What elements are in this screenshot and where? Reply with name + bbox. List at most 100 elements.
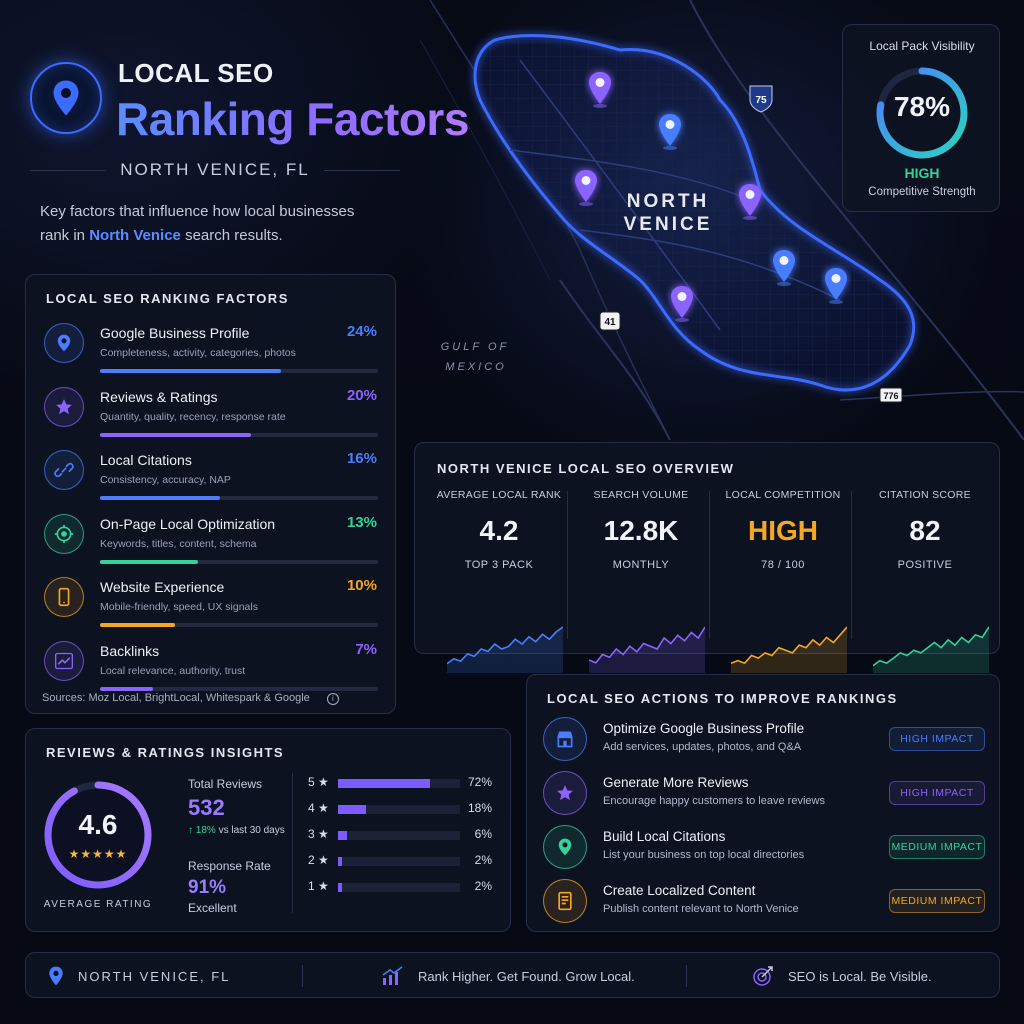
total-reviews-change: ↑ 18% vs last 30 days bbox=[188, 825, 285, 836]
visibility-gauge bbox=[876, 67, 968, 159]
factor-percent: 24% bbox=[346, 323, 377, 340]
metric-sub: MONTHLY bbox=[612, 559, 670, 571]
seo-actions-panel: LOCAL SEO ACTIONS TO IMPROVE RANKINGS Op… bbox=[526, 674, 1000, 932]
distribution-bar-track bbox=[338, 857, 460, 866]
action-desc: List your business on top local director… bbox=[603, 849, 805, 861]
phone-icon bbox=[58, 587, 70, 607]
factor-percent: 20% bbox=[346, 386, 377, 404]
factor-row: Reviews & Ratings Quantity, quality, rece… bbox=[26, 385, 397, 449]
sparkline-line bbox=[447, 626, 563, 665]
distribution-percent: 2% bbox=[474, 853, 492, 867]
map-label-north: NORTH bbox=[627, 191, 710, 212]
total-reviews-label: Total Reviews bbox=[188, 777, 263, 791]
action-desc: Add services, updates, photos, and Q&A bbox=[603, 741, 802, 753]
action-item[interactable]: Generate More Reviews Encourage happy cus… bbox=[527, 771, 1001, 817]
sparkline-line bbox=[873, 626, 989, 667]
map-pin-icon[interactable] bbox=[671, 286, 693, 322]
sparkline-area bbox=[589, 627, 705, 673]
map-pin-icon bbox=[53, 80, 79, 116]
overview-metric: AVERAGE LOCAL RANK 4.2 TOP 3 PACK bbox=[427, 489, 571, 673]
action-desc: Encourage happy customers to leave revie… bbox=[603, 795, 825, 807]
info-icon[interactable]: i bbox=[326, 693, 339, 705]
action-item[interactable]: Create Localized Content Publish content … bbox=[527, 879, 1001, 925]
overview-metric: LOCAL COMPETITION HIGH 78 / 100 bbox=[711, 489, 855, 673]
map-pin-icon[interactable] bbox=[825, 268, 847, 304]
map-pin-icon bbox=[558, 838, 572, 856]
document-icon bbox=[558, 891, 572, 911]
visibility-percent: 78% bbox=[893, 91, 951, 122]
divider-left bbox=[30, 169, 107, 171]
factor-icon-badge bbox=[44, 513, 84, 554]
reviews-divider bbox=[292, 773, 293, 913]
factor-bar-track bbox=[100, 559, 378, 564]
impact-badge: MEDIUM IMPACT bbox=[889, 889, 985, 913]
rating-distribution-row: 4 ★ 18% bbox=[308, 801, 504, 819]
sources-text: Sources: Moz Local, BrightLocal, Whitesp… bbox=[42, 692, 310, 704]
metric-label: LOCAL COMPETITION bbox=[725, 489, 841, 501]
action-icon-badge bbox=[543, 825, 587, 869]
action-item[interactable]: Optimize Google Business Profile Add serv… bbox=[527, 717, 1001, 763]
factor-icon-badge bbox=[44, 386, 84, 427]
metric-label: AVERAGE LOCAL RANK bbox=[436, 489, 562, 501]
footer-divider-2 bbox=[686, 965, 687, 987]
factor-name: Local Citations bbox=[100, 452, 192, 468]
map-pin-icon[interactable] bbox=[739, 184, 761, 220]
map-pin-icon[interactable] bbox=[575, 170, 597, 206]
factor-bar-track bbox=[100, 432, 378, 437]
distribution-bar-track bbox=[338, 805, 460, 814]
overview-metric: CITATION SCORE 82 POSITIVE bbox=[853, 489, 997, 673]
factor-row: Local Citations Consistency, accuracy, NA… bbox=[26, 448, 397, 512]
intro-after: search results. bbox=[180, 227, 283, 244]
impact-badge: HIGH IMPACT bbox=[889, 727, 985, 751]
rating-ring-svg bbox=[44, 781, 152, 889]
response-rate-note: Excellent bbox=[188, 901, 237, 915]
footer-location: NORTH VENICE, FL bbox=[48, 953, 230, 999]
distribution-bar-track bbox=[338, 883, 460, 892]
ranking-factors-panel: LOCAL SEO RANKING FACTORS Google Busines… bbox=[25, 274, 396, 714]
action-desc: Publish content relevant to North Venice bbox=[603, 903, 799, 915]
map-pin-icon[interactable] bbox=[659, 114, 681, 150]
metric-value: HIGH bbox=[748, 515, 818, 546]
impact-badge: MEDIUM IMPACT bbox=[889, 835, 985, 859]
overview-divider bbox=[567, 491, 568, 639]
factor-bar-fill bbox=[100, 623, 175, 627]
distribution-bar-fill bbox=[338, 779, 430, 788]
map-pin-icon[interactable] bbox=[589, 72, 611, 108]
actions-title: LOCAL SEO ACTIONS TO IMPROVE RANKINGS bbox=[547, 691, 898, 706]
rating-distribution-row: 3 ★ 6% bbox=[308, 827, 504, 845]
distribution-bar-fill bbox=[338, 857, 342, 866]
star-level: 3 ★ bbox=[308, 827, 329, 841]
storefront-icon bbox=[557, 731, 573, 748]
factor-row: On-Page Local Optimization Keywords, titl… bbox=[26, 512, 397, 576]
map-region-outline bbox=[473, 33, 916, 392]
factor-bar-track bbox=[100, 623, 378, 627]
factor-percent: 13% bbox=[346, 513, 377, 531]
change-suffix: vs last 30 days bbox=[215, 825, 285, 836]
road-776-label: 776 bbox=[883, 391, 898, 401]
factor-row: Website Experience Mobile-friendly, speed… bbox=[26, 575, 397, 639]
factor-row: Google Business Profile Completeness, act… bbox=[26, 321, 397, 385]
footer-tagline-text: Rank Higher. Get Found. Grow Local. bbox=[418, 968, 635, 984]
visibility-level: HIGH bbox=[904, 165, 940, 181]
response-rate-label: Response Rate bbox=[188, 859, 271, 873]
factor-name: Backlinks bbox=[100, 642, 160, 659]
sparkline-area bbox=[447, 627, 563, 673]
seo-overview-panel: NORTH VENICE LOCAL SEO OVERVIEW AVERAGE … bbox=[414, 442, 1000, 673]
divider-right bbox=[323, 169, 400, 171]
action-item[interactable]: Build Local Citations List your business … bbox=[527, 825, 1001, 871]
sparkline-area bbox=[873, 627, 989, 673]
factors-title: LOCAL SEO RANKING FACTORS bbox=[46, 291, 289, 306]
metric-sub: TOP 3 PACK bbox=[464, 559, 534, 571]
distribution-bar-track bbox=[338, 831, 460, 840]
rating-ring: 4.6 ★★★★★ bbox=[42, 779, 154, 891]
star-icon bbox=[56, 398, 72, 414]
factor-desc: Quantity, quality, recency, response rat… bbox=[100, 410, 286, 423]
star-level: 2 ★ bbox=[308, 853, 329, 867]
visibility-subtitle: Competitive Strength bbox=[868, 186, 976, 198]
metric-sparkline bbox=[873, 626, 989, 673]
metric-sub: 78 / 100 bbox=[761, 559, 805, 571]
rating-distribution-row: 5 ★ 72% bbox=[308, 775, 504, 793]
action-icon-badge bbox=[543, 771, 587, 815]
map-pin-icon[interactable] bbox=[773, 250, 795, 286]
factor-desc: Mobile-friendly, speed, UX signals bbox=[100, 601, 258, 613]
